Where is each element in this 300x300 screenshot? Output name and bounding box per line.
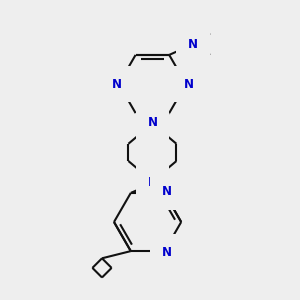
Text: N: N <box>147 116 158 129</box>
Text: N: N <box>147 176 158 189</box>
Text: N: N <box>162 185 172 198</box>
Text: N: N <box>183 77 194 91</box>
Text: N: N <box>111 77 122 91</box>
Text: N: N <box>162 246 172 259</box>
Text: N: N <box>188 38 198 51</box>
